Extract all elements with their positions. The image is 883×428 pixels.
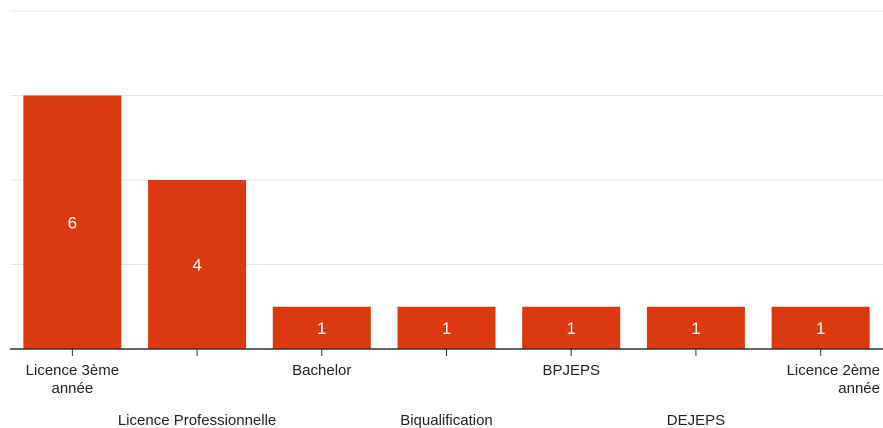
bar-1: [148, 180, 247, 349]
x-tick-label-0-1: année: [51, 380, 93, 397]
x-tick-label-6-1: année: [838, 380, 880, 397]
bar-5: [646, 306, 745, 349]
x-tick-label-4-0: BPJEPS: [542, 362, 600, 379]
x-tick-label-3-0: Biqualification: [400, 412, 493, 428]
x-tick-label-1-0: Licence Professionnelle: [118, 412, 276, 428]
bar-value-label-5: 1: [691, 319, 700, 338]
x-tick-label-5-0: DEJEPS: [667, 412, 725, 428]
x-tick-label-2-0: Bachelor: [292, 362, 351, 379]
bar-value-label-1: 4: [192, 256, 201, 275]
x-tick-label-0-0: Licence 3ème: [26, 362, 119, 379]
bars: [23, 95, 870, 349]
bar-value-label-6: 1: [816, 319, 825, 338]
bar-2: [272, 306, 371, 349]
data-labels: 6 4 1 1 1 1 1: [68, 213, 826, 338]
gridlines: [10, 10, 883, 265]
bar-0: [23, 95, 122, 349]
bar-value-label-3: 1: [442, 319, 451, 338]
bar-3: [397, 306, 496, 349]
x-tick-label-6-0: Licence 2ème: [787, 362, 880, 379]
bar-value-label-0: 6: [68, 213, 77, 232]
bar-value-label-4: 1: [566, 319, 575, 338]
bar-value-label-2: 1: [317, 319, 326, 338]
bar-6: [771, 306, 870, 349]
bar-4: [522, 306, 621, 349]
